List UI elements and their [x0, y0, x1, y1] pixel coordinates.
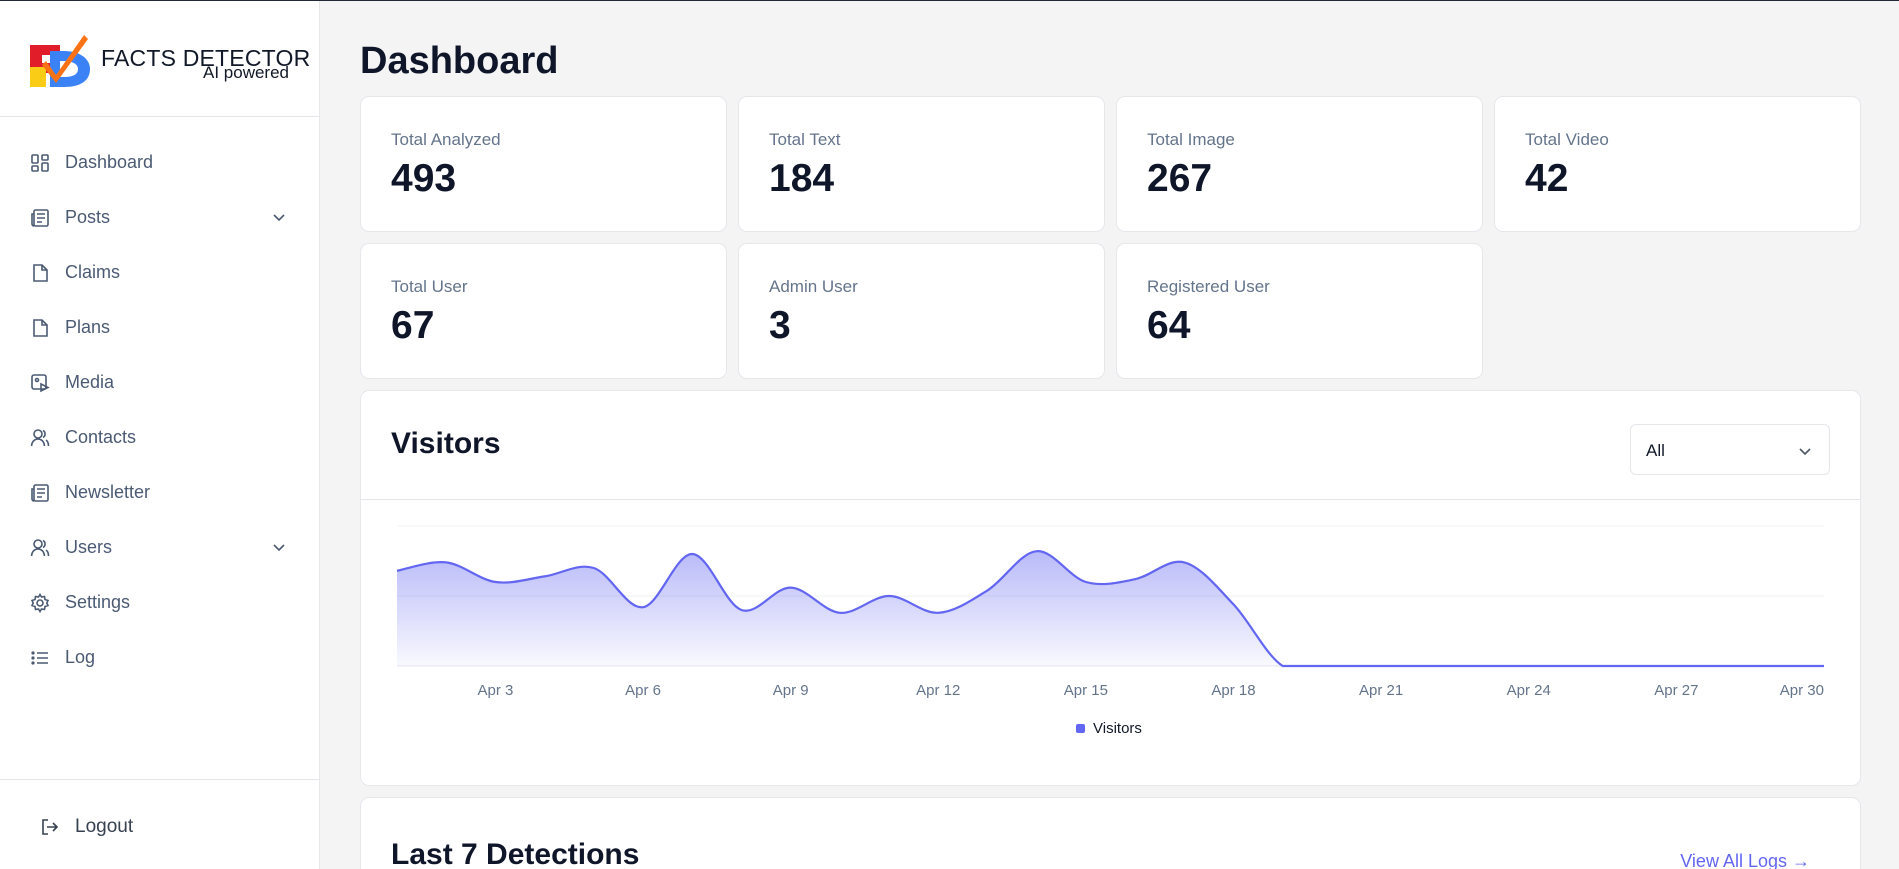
visitors-chart: Apr 3 Apr 6 Apr 9 Apr 12 Apr 15 Apr 18 Apr 21 A…: [396, 525, 1824, 737]
sidebar-item-log[interactable]: Log: [0, 630, 319, 685]
stat-value: 184: [769, 157, 835, 200]
brand-name: FACTS DETECTOR: [101, 45, 311, 71]
visitors-header: Visitors All: [361, 391, 1860, 500]
chevron-down-icon[interactable]: [271, 539, 287, 555]
sidebar-item-users[interactable]: Users: [0, 520, 319, 575]
stat-card-admin-user: Admin User 3: [738, 243, 1105, 379]
file-icon: [30, 263, 50, 283]
stat-label: Total Image: [1147, 130, 1235, 149]
series-line-visitors: [396, 550, 1824, 668]
sidebar-footer: Logout: [0, 779, 319, 869]
logo-icon: [30, 35, 90, 87]
sidebar-item-media[interactable]: Media: [0, 355, 319, 410]
stat-card-total-video: Total Video 42: [1494, 96, 1861, 232]
newsletter-icon: [30, 483, 50, 503]
x-tick-label: Apr 12: [916, 682, 960, 699]
sidebar-item-label: Settings: [65, 592, 131, 612]
sidebar-item-label: Plans: [65, 317, 111, 337]
gear-icon: [30, 592, 50, 613]
sidebar-item-label: Contacts: [65, 427, 137, 447]
sidebar-item-label: Newsletter: [65, 482, 151, 502]
x-tick-label: Apr 9: [773, 682, 809, 699]
posts-icon: [30, 208, 50, 228]
logout-label: Logout: [75, 816, 134, 837]
stat-label: Total Video: [1525, 130, 1609, 149]
sidebar-item-posts[interactable]: Posts: [0, 190, 319, 245]
stat-value: 3: [769, 304, 791, 347]
sidebar-item-label: Log: [65, 647, 96, 667]
sidebar-item-settings[interactable]: Settings: [0, 575, 319, 630]
visitors-card: Visitors All Apr 3 Apr 6 Apr 9 Apr 12 Apr 15…: [360, 390, 1861, 786]
x-tick-label: Apr 24: [1507, 682, 1551, 699]
stat-label: Total User: [391, 277, 468, 296]
top-border: [0, 0, 1899, 1]
sidebar-item-claims[interactable]: Claims: [0, 245, 319, 300]
stat-label: Registered User: [1147, 277, 1270, 296]
sidebar-item-contacts[interactable]: Contacts: [0, 410, 319, 465]
x-tick-label: Apr 3: [477, 682, 513, 699]
logout-icon: [40, 817, 60, 837]
x-tick-label: Apr 30: [1780, 682, 1824, 699]
legend-label: Visitors: [1093, 720, 1142, 737]
brand[interactable]: FACTS DETECTOR AI powered: [0, 1, 319, 117]
stat-value: 67: [391, 304, 435, 347]
chevron-down-icon[interactable]: [271, 209, 287, 225]
sidebar-item-label: Claims: [65, 262, 121, 282]
chart-legend[interactable]: Visitors: [1076, 720, 1142, 737]
visitors-title: Visitors: [391, 427, 501, 460]
page-title: Dashboard: [360, 40, 559, 82]
legend-swatch: [1076, 724, 1085, 733]
list-icon: [30, 648, 50, 668]
sidebar-item-label: Media: [65, 372, 115, 392]
stat-card-registered-user: Registered User 64: [1116, 243, 1483, 379]
stat-card-total-text: Total Text 184: [738, 96, 1105, 232]
users-icon: [30, 538, 50, 558]
stat-card-total-user: Total User 67: [360, 243, 727, 379]
stat-label: Total Text: [769, 130, 841, 149]
stat-value: 267: [1147, 157, 1213, 200]
x-tick-label: Apr 21: [1359, 682, 1403, 699]
sidebar-item-label: Users: [65, 537, 113, 557]
sidebar-item-label: Posts: [65, 207, 111, 227]
detections-title: Last 7 Detections: [391, 838, 640, 869]
visitors-filter-select[interactable]: All: [1630, 424, 1830, 475]
contacts-icon: [30, 428, 50, 448]
sidebar-item-newsletter[interactable]: Newsletter: [0, 465, 319, 520]
dashboard-icon: [30, 153, 50, 173]
series-area-visitors: [397, 551, 1824, 666]
chevron-down-icon: [1799, 448, 1811, 456]
media-icon: [30, 373, 50, 393]
select-value: All: [1646, 441, 1665, 460]
sidebar-nav: Dashboard Posts Claims Plans Media: [0, 135, 319, 685]
file-icon: [30, 318, 50, 338]
stat-label: Total Analyzed: [391, 130, 501, 149]
stat-value: 42: [1525, 157, 1569, 200]
sidebar-item-label: Dashboard: [65, 152, 154, 172]
x-tick-label: Apr 6: [625, 682, 661, 699]
stat-label: Admin User: [769, 277, 858, 296]
view-all-logs-link[interactable]: View All Logs →: [1680, 851, 1810, 869]
sidebar-item-plans[interactable]: Plans: [0, 300, 319, 355]
logout-button[interactable]: Logout: [40, 816, 133, 838]
brand-tagline: AI powered: [203, 63, 289, 82]
x-tick-label: Apr 27: [1654, 682, 1698, 699]
stat-card-total-image: Total Image 267: [1116, 96, 1483, 232]
sidebar: FACTS DETECTOR AI powered Dashboard Post…: [0, 1, 320, 869]
x-tick-label: Apr 18: [1211, 682, 1255, 699]
detections-card: Last 7 Detections View All Logs →: [360, 797, 1861, 869]
stat-value: 493: [391, 157, 457, 200]
stat-card-total-analyzed: Total Analyzed 493: [360, 96, 727, 232]
sidebar-item-dashboard[interactable]: Dashboard: [0, 135, 319, 190]
stat-value: 64: [1147, 304, 1191, 347]
x-tick-label: Apr 15: [1064, 682, 1108, 699]
